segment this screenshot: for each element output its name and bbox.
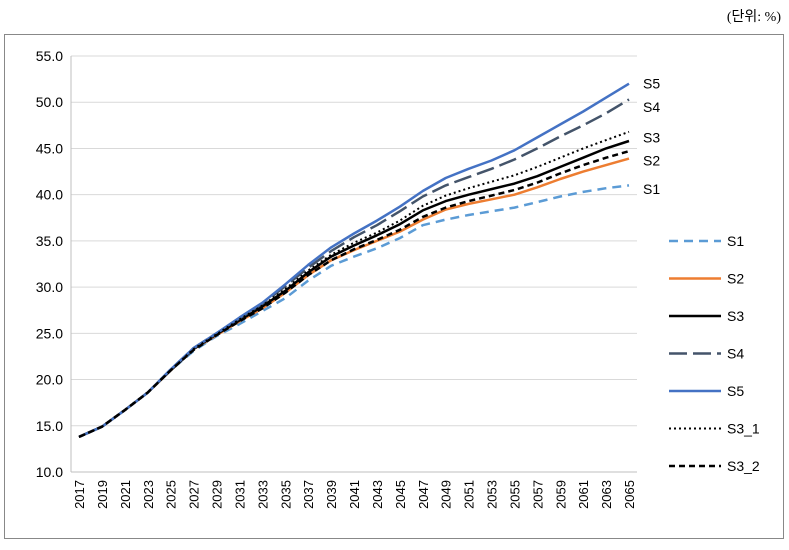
legend: S1 S2 S3 S4 S5 S3_1 S3_2 [669, 233, 760, 474]
y-tick-label: 10.0 [36, 464, 63, 480]
x-tick-label: 2041 [347, 480, 362, 509]
axes [70, 56, 637, 473]
y-tick-label: 25.0 [36, 325, 63, 341]
y-tick-label: 40.0 [36, 187, 63, 203]
series-line-s3 [78, 139, 630, 439]
legend-label: S1 [727, 233, 744, 249]
legend-label: S4 [727, 346, 744, 362]
x-tick-label: 2047 [416, 480, 431, 509]
legend-label: S3 [727, 308, 744, 324]
x-tick-label: 2051 [462, 480, 477, 509]
x-tick-label: 2045 [393, 480, 408, 509]
x-tick-label: 2035 [278, 480, 293, 509]
x-tick-label: 2053 [485, 480, 500, 509]
legend-label: S3_2 [727, 458, 760, 474]
x-tick-label: 2021 [118, 480, 133, 509]
end-label: S3 [643, 129, 660, 145]
y-axis-ticks: 10.0 15.0 20.0 25.0 30.0 35.0 40.0 45.0 50.0 55.0 [36, 48, 63, 480]
x-tick-label: 2059 [553, 480, 568, 509]
x-tick-label: 2039 [324, 480, 339, 509]
y-tick-label: 45.0 [36, 140, 63, 156]
x-tick-label: 2055 [507, 480, 522, 509]
series-line-s3-1 [78, 130, 630, 438]
end-label: S5 [643, 76, 660, 92]
x-axis-ticks: 2017 2019 2021 2023 2025 2027 2029 2031 2033 2035… [72, 480, 637, 509]
x-tick-label: 2031 [232, 480, 247, 509]
x-tick-label: 2023 [141, 480, 156, 509]
series-line-s3-2 [78, 149, 630, 439]
legend-label: S2 [727, 271, 744, 287]
x-tick-label: 2057 [530, 480, 545, 509]
end-labels: S5 S4 S3 S2 S1 [643, 76, 660, 197]
end-label: S2 [643, 152, 660, 168]
y-tick-label: 30.0 [36, 279, 63, 295]
x-tick-label: 2043 [370, 480, 385, 509]
end-label: S4 [643, 99, 660, 115]
chart-frame: 10.0 15.0 20.0 25.0 30.0 35.0 40.0 45.0 50.0 55.0… [4, 34, 784, 539]
legend-label: S3_1 [727, 421, 760, 437]
x-tick-label: 2061 [576, 480, 591, 509]
y-tick-label: 35.0 [36, 233, 63, 249]
y-tick-label: 15.0 [36, 418, 63, 434]
grid-lines [71, 55, 637, 427]
unit-label: (단위: %) [726, 10, 781, 25]
series-line-s5 [78, 82, 630, 439]
y-tick-label: 55.0 [36, 48, 63, 64]
y-tick-label: 20.0 [36, 372, 63, 388]
line-chart: 10.0 15.0 20.0 25.0 30.0 35.0 40.0 45.0 50.0 55.0… [36, 48, 760, 509]
y-tick-label: 50.0 [36, 94, 63, 110]
x-tick-label: 2017 [72, 480, 87, 509]
series-line-s1 [78, 184, 630, 439]
x-tick-label: 2019 [95, 480, 110, 509]
legend-label: S5 [727, 383, 744, 399]
x-tick-label: 2027 [187, 480, 202, 509]
series-line-s4 [78, 98, 630, 439]
x-tick-label: 2063 [599, 480, 614, 509]
x-tick-label: 2049 [439, 480, 454, 509]
end-label: S1 [643, 181, 660, 197]
x-tick-label: 2037 [301, 480, 316, 509]
x-tick-label: 2029 [210, 480, 225, 509]
x-tick-label: 2025 [164, 480, 179, 509]
series-lines [78, 82, 630, 439]
x-tick-label: 2065 [622, 480, 637, 509]
x-tick-label: 2033 [255, 480, 270, 509]
